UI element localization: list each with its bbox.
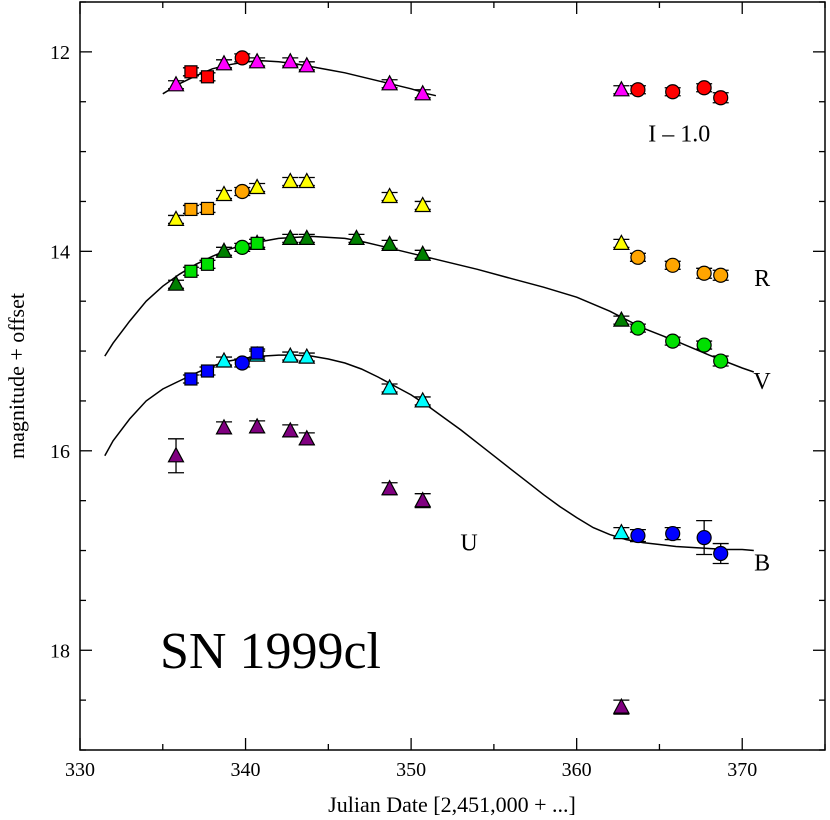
data-point-circle bbox=[234, 50, 250, 66]
data-point-square bbox=[200, 201, 215, 216]
x-tick-label: 330 bbox=[65, 759, 95, 781]
data-point-circle bbox=[630, 82, 646, 98]
data-point-circle bbox=[713, 353, 729, 369]
data-point-square bbox=[184, 264, 198, 278]
y-tick-label: 16 bbox=[50, 441, 70, 463]
data-point-circle bbox=[630, 249, 646, 265]
data-point-triangle bbox=[298, 347, 316, 364]
data-point-triangle bbox=[381, 479, 399, 496]
data-point-circle bbox=[665, 84, 681, 100]
data-point-triangle bbox=[298, 56, 316, 73]
data-point-circle bbox=[665, 525, 681, 542]
data-point-triangle bbox=[167, 75, 185, 92]
data-point-triangle bbox=[281, 346, 299, 363]
data-point-triangle bbox=[248, 52, 266, 69]
data-point-circle bbox=[630, 320, 646, 336]
data-point-triangle bbox=[215, 242, 233, 258]
chart-title: SN 1999cl bbox=[160, 623, 381, 680]
data-point-triangle bbox=[167, 446, 185, 463]
data-point-square bbox=[184, 202, 198, 217]
x-tick-label: 360 bbox=[562, 759, 592, 781]
data-point-triangle bbox=[281, 172, 299, 189]
data-point-triangle bbox=[381, 187, 399, 204]
plot-frame bbox=[79, 1, 826, 751]
x-tick-label: 350 bbox=[396, 759, 426, 781]
data-point-triangle bbox=[414, 245, 432, 261]
y-tick-label: 18 bbox=[50, 640, 70, 662]
data-point-circle bbox=[665, 257, 681, 273]
tick-labels: 330 340 350 360 370 12 14 16 18 bbox=[50, 42, 757, 781]
data-point-triangle bbox=[381, 74, 399, 91]
band-label-V: V bbox=[753, 369, 771, 395]
data-point-triangle bbox=[248, 178, 266, 195]
data-point-circle bbox=[665, 333, 681, 349]
data-point-triangle bbox=[612, 697, 630, 714]
band-label-I: I – 1.0 bbox=[648, 122, 710, 148]
data-point-triangle bbox=[612, 523, 630, 540]
data-point-square bbox=[200, 364, 215, 378]
x-tick-label: 370 bbox=[727, 759, 757, 781]
data-point-square bbox=[200, 70, 215, 84]
data-point-triangle bbox=[381, 378, 399, 395]
band-label-R: R bbox=[754, 266, 770, 292]
data-point-triangle bbox=[612, 80, 630, 97]
data-point-circle bbox=[630, 527, 646, 544]
data-point-triangle bbox=[414, 491, 432, 508]
data-point-triangle bbox=[414, 391, 432, 408]
data-point-triangle bbox=[167, 210, 185, 226]
data-point-triangle bbox=[612, 310, 630, 327]
data-point-circle bbox=[696, 265, 712, 281]
data-point-square bbox=[250, 236, 264, 250]
data-point-square bbox=[200, 257, 215, 271]
data-point-triangle bbox=[215, 351, 233, 368]
data-point-triangle bbox=[215, 418, 233, 435]
x-axis-title: Julian Date [2,451,000 + ...] bbox=[328, 792, 576, 817]
data-points bbox=[167, 50, 729, 714]
data-point-circle bbox=[696, 337, 712, 353]
data-point-triangle bbox=[281, 421, 299, 438]
data-point-square bbox=[184, 372, 198, 386]
y-axis-title: magnitude + offset bbox=[4, 293, 29, 459]
data-point-triangle bbox=[167, 274, 185, 291]
data-point-triangle bbox=[347, 229, 366, 245]
data-point-circle bbox=[713, 267, 729, 283]
data-point-circle bbox=[713, 545, 729, 562]
data-point-square bbox=[250, 346, 264, 360]
data-point-triangle bbox=[281, 229, 299, 245]
data-point-triangle bbox=[215, 54, 233, 71]
data-point-circle bbox=[234, 183, 250, 200]
data-point-square bbox=[184, 65, 198, 79]
band-label-B: B bbox=[754, 550, 770, 576]
band-label-U: U bbox=[460, 531, 477, 557]
data-point-triangle bbox=[414, 84, 432, 101]
y-tick-label: 12 bbox=[50, 42, 70, 64]
x-tick-label: 340 bbox=[231, 759, 261, 781]
y-tick-label: 14 bbox=[50, 241, 70, 263]
axis-ticks bbox=[79, 1, 826, 751]
data-point-circle bbox=[234, 239, 250, 255]
data-point-circle bbox=[713, 90, 729, 106]
data-point-triangle bbox=[414, 196, 432, 213]
data-point-triangle bbox=[612, 234, 630, 250]
data-point-circle bbox=[696, 529, 712, 546]
fit-curve-1 bbox=[104, 235, 755, 373]
data-point-triangle bbox=[281, 52, 299, 69]
data-point-triangle bbox=[298, 229, 316, 245]
data-point-triangle bbox=[215, 185, 233, 202]
data-point-triangle bbox=[298, 429, 316, 446]
data-point-triangle bbox=[381, 235, 399, 251]
data-point-circle bbox=[696, 80, 712, 96]
data-point-circle bbox=[234, 355, 250, 371]
data-point-triangle bbox=[248, 417, 266, 434]
data-point-triangle bbox=[298, 172, 316, 189]
